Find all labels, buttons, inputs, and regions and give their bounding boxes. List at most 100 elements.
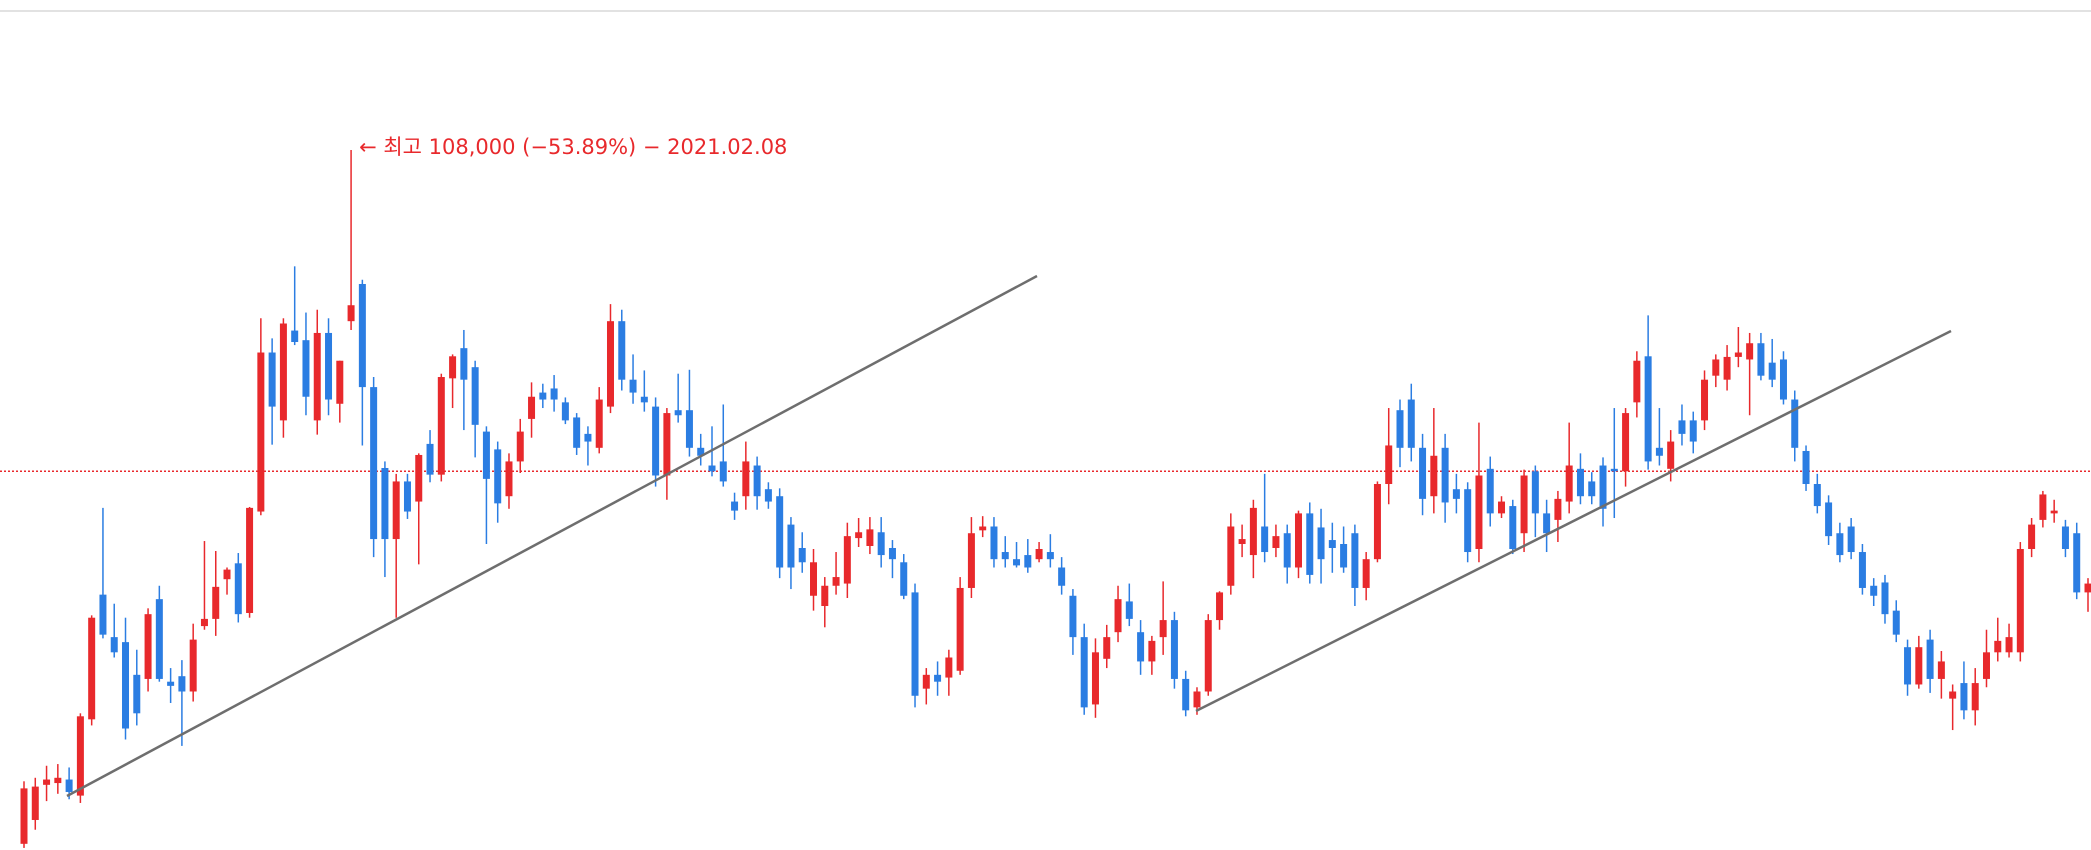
candle-body [550, 388, 558, 400]
candle-body [1103, 637, 1111, 659]
candle-body [1204, 620, 1212, 692]
candle-body [1543, 513, 1551, 534]
candle-body [437, 377, 445, 475]
candle-body [1024, 555, 1032, 568]
candle-body [302, 340, 310, 397]
candle-body [1937, 661, 1945, 679]
candle-body [516, 431, 524, 462]
candle-body [2028, 524, 2036, 549]
candle-body [1046, 552, 1054, 560]
candle-body [990, 526, 998, 560]
candle-body [1137, 632, 1145, 662]
candle-body [1746, 343, 1754, 360]
candle-body [1949, 691, 1957, 699]
candle-body [88, 617, 96, 720]
candle-body [1013, 559, 1021, 566]
candle-body [877, 532, 885, 556]
candle-body [1373, 484, 1381, 560]
candle-body [787, 524, 795, 568]
candle-body [674, 410, 682, 416]
candle-body [866, 529, 874, 546]
candle-body [719, 461, 727, 482]
plot-area [0, 149, 2091, 848]
candle-body [1294, 513, 1302, 568]
candle-body [313, 332, 321, 421]
candle-body [1655, 447, 1663, 456]
candle-body [956, 587, 964, 671]
candle-body [1982, 652, 1990, 679]
candle-body [1960, 683, 1968, 711]
trend-line [1195, 329, 1952, 713]
candle-body [494, 449, 502, 504]
candle-body [1249, 507, 1257, 556]
candle-body [2084, 583, 2091, 593]
candle-body [1328, 540, 1336, 548]
candle-body [1261, 526, 1269, 553]
candle-body [76, 716, 84, 796]
candle-body [843, 536, 851, 584]
candle-body [663, 413, 671, 476]
candle-body [539, 392, 547, 400]
candle-body [1114, 599, 1122, 633]
candle-body [1340, 544, 1348, 568]
candle-body [1971, 683, 1979, 711]
candle-body [1125, 601, 1133, 619]
candle-body [888, 547, 896, 560]
candle-body [347, 305, 355, 322]
candle-body [731, 501, 739, 511]
candle-body [1058, 567, 1066, 586]
candle-body [1509, 506, 1517, 549]
candle-body [1170, 620, 1178, 679]
candle-body [810, 562, 818, 596]
candle-body [1035, 548, 1043, 560]
candle-body [798, 547, 806, 563]
candle-body [336, 360, 344, 404]
candle-body [1858, 552, 1866, 588]
candle-body [1904, 647, 1912, 685]
candle-body [528, 396, 536, 419]
candle-body [1080, 637, 1088, 708]
candle-body [54, 777, 62, 784]
candle-body [449, 356, 457, 379]
candle-body [979, 526, 987, 531]
high-annotation: ← 최고 108,000 (−53.89%) − 2021.02.08 [359, 135, 787, 159]
candle-body [1419, 447, 1427, 499]
candle-body [2039, 494, 2047, 520]
candle-body [1791, 399, 1799, 448]
candle-body [234, 563, 242, 615]
candle-body [2061, 526, 2069, 549]
candle-body [1091, 652, 1099, 705]
candle-body [1430, 455, 1438, 497]
candle-body [1825, 502, 1833, 537]
candle-body [426, 443, 434, 475]
candle-body [325, 332, 333, 400]
candle-body [1396, 410, 1404, 448]
candle-body [753, 465, 761, 497]
candle-body [1554, 498, 1562, 520]
candle-body [1689, 420, 1697, 442]
candle-body [618, 321, 626, 380]
candle-body [43, 779, 51, 785]
candle-body [223, 569, 231, 580]
candle-body [1182, 678, 1190, 711]
candle-body [764, 489, 772, 502]
candle-body [1565, 465, 1573, 502]
candle-body [776, 496, 784, 568]
candle-body [821, 585, 829, 607]
candle-body [1870, 585, 1878, 596]
candle-body [1757, 343, 1765, 376]
candle-body [1362, 559, 1370, 588]
candle-body [246, 507, 254, 613]
candle-body [257, 352, 265, 512]
candle-body [31, 786, 39, 820]
candle-body [685, 410, 693, 448]
candle-body [200, 618, 208, 627]
candle-body [415, 454, 423, 502]
candle-body [1531, 471, 1539, 514]
candle-body [584, 433, 592, 442]
candle-body [934, 674, 942, 682]
candle-body [922, 674, 930, 689]
candle-body [1779, 359, 1787, 400]
